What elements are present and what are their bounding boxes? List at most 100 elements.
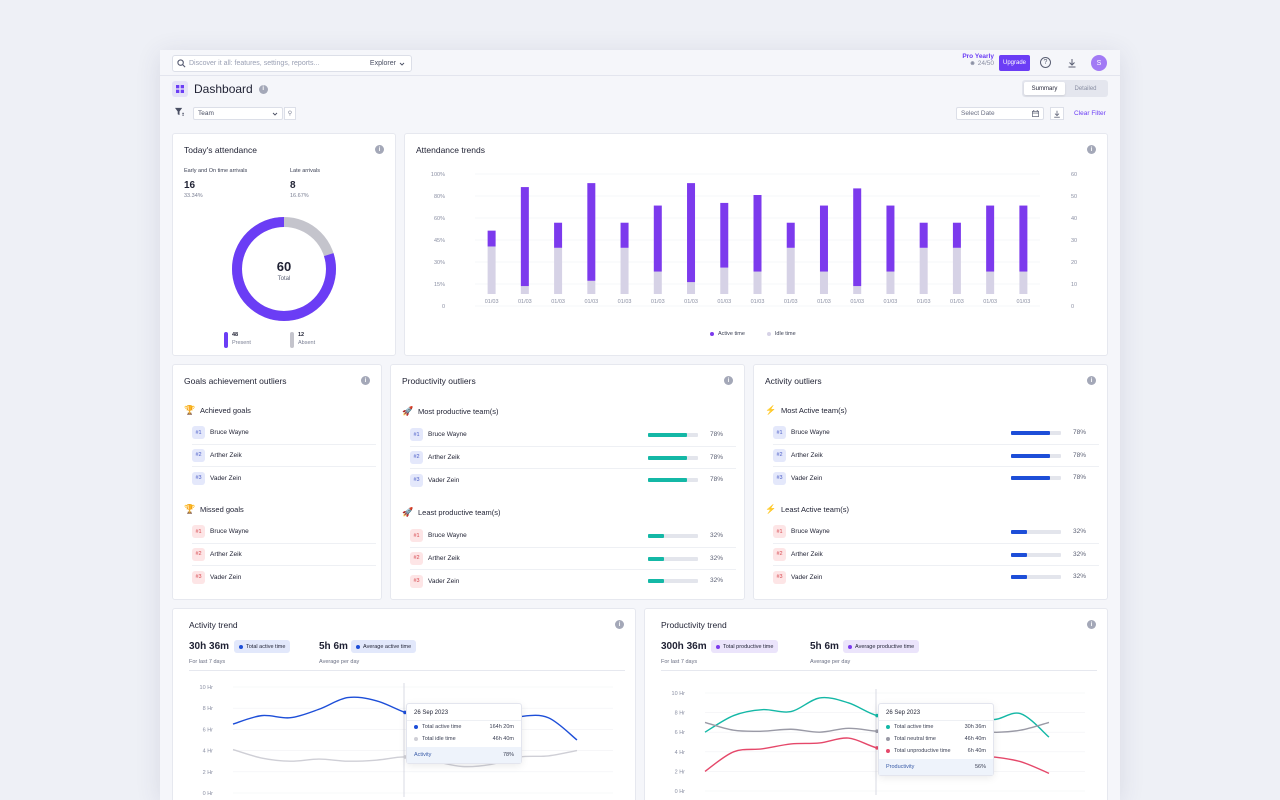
bar-idle[interactable] [853, 286, 862, 294]
info-icon[interactable]: i [1087, 145, 1096, 154]
data-point[interactable] [403, 710, 407, 715]
bar-active[interactable] [1019, 205, 1028, 272]
y-tick-label: 0 Hr [203, 791, 214, 797]
plan-seats: ☻ 24/50 [958, 60, 994, 67]
series-line [232, 696, 578, 741]
bar-active[interactable] [687, 183, 696, 283]
list-item[interactable]: #2 Arther Zeik [192, 544, 376, 566]
search-box[interactable]: Discover it all: features, settings, rep… [172, 55, 412, 72]
progress-fill [1011, 575, 1027, 579]
bar-active[interactable] [819, 205, 828, 272]
most-productive-list: #1 Bruce Wayne 78% #2 Arther Zeik 78% #3 Vader … [410, 424, 736, 492]
bar-active[interactable] [554, 222, 563, 248]
bar-active[interactable] [753, 195, 762, 272]
info-icon[interactable]: i [724, 376, 733, 385]
bar-idle[interactable] [720, 267, 729, 294]
bar-active[interactable] [620, 222, 629, 248]
data-point[interactable] [875, 746, 879, 750]
bar-active[interactable] [986, 205, 995, 272]
bar-idle[interactable] [687, 282, 696, 294]
bar-idle[interactable] [554, 247, 563, 294]
list-item[interactable]: #3 Vader Zein 32% [773, 566, 1099, 589]
present-label: Present [232, 340, 251, 346]
bar-idle[interactable] [952, 247, 961, 294]
calendar-icon [1032, 110, 1039, 117]
upgrade-button[interactable]: Upgrade [999, 55, 1030, 71]
list-item[interactable]: #2 Arther Zeik 32% [410, 548, 736, 570]
list-item[interactable]: #3 Vader Zein 78% [410, 469, 736, 492]
detailed-tab[interactable]: Detailed [1074, 85, 1097, 92]
bar-active[interactable] [952, 222, 961, 248]
pin-icon[interactable]: ⚲ [284, 107, 296, 120]
list-item[interactable]: #3 Vader Zein [192, 566, 376, 589]
team-select[interactable]: Team [193, 107, 283, 120]
bar-idle[interactable] [520, 286, 529, 294]
list-item[interactable]: #2 Arther Zeik 78% [410, 447, 736, 469]
list-item[interactable]: #1 Bruce Wayne 32% [410, 525, 736, 548]
team-name: Bruce Wayne [210, 528, 249, 536]
bar-idle[interactable] [587, 280, 596, 294]
list-item[interactable]: #2 Arther Zeik 32% [773, 544, 1099, 566]
summary-tab[interactable]: Summary [1024, 82, 1065, 95]
filter-icon[interactable] [175, 107, 184, 118]
bar-idle[interactable] [986, 271, 995, 294]
bar-idle[interactable] [487, 246, 496, 294]
data-point[interactable] [875, 713, 879, 718]
bar-active[interactable] [886, 205, 895, 272]
rank-badge: #1 [410, 428, 423, 442]
bar-idle[interactable] [753, 271, 762, 294]
bar-active[interactable] [786, 222, 795, 248]
y2-tick-label: 20 [1071, 260, 1077, 266]
export-download-icon[interactable] [1050, 107, 1064, 120]
y-tick-label: 0 [442, 304, 445, 310]
bar-idle[interactable] [653, 271, 662, 294]
list-item[interactable]: #2 Arther Zeik [192, 445, 376, 467]
bar-active[interactable] [587, 183, 596, 281]
bar-active[interactable] [487, 230, 496, 247]
data-point[interactable] [403, 755, 407, 759]
progress-bar [1011, 530, 1061, 534]
info-icon[interactable]: i [1087, 376, 1096, 385]
list-item[interactable]: #2 Arther Zeik 78% [773, 445, 1099, 467]
bar-idle[interactable] [919, 247, 928, 294]
date-select[interactable]: Select Date [956, 107, 1044, 120]
info-icon[interactable]: i [1087, 620, 1096, 629]
bar-idle[interactable] [620, 247, 629, 294]
bar-idle[interactable] [786, 247, 795, 294]
download-icon[interactable] [1065, 56, 1079, 70]
bar-active[interactable] [919, 222, 928, 248]
bar-active[interactable] [653, 205, 662, 272]
list-item[interactable]: #1 Bruce Wayne 78% [410, 424, 736, 447]
list-item[interactable]: #1 Bruce Wayne 32% [773, 521, 1099, 544]
list-item[interactable]: #1 Bruce Wayne [192, 521, 376, 544]
list-item[interactable]: #1 Bruce Wayne [192, 422, 376, 445]
list-item[interactable]: #3 Vader Zein 32% [410, 570, 736, 593]
rank-badge: #1 [410, 529, 423, 543]
info-icon[interactable]: i [375, 145, 384, 154]
clear-filter-link[interactable]: Clear Filter [1074, 110, 1106, 117]
list-item[interactable]: #3 Vader Zein [192, 467, 376, 490]
search-input[interactable]: Discover it all: features, settings, rep… [189, 60, 320, 67]
list-item[interactable]: #1 Bruce Wayne 78% [773, 422, 1099, 445]
attendance-card: Today's attendance i Early and On time a… [172, 133, 396, 356]
explorer-dropdown[interactable]: Explorer [370, 60, 411, 67]
avg-productive-value: 5h 6m [810, 641, 839, 652]
bar-idle[interactable] [1019, 271, 1028, 294]
avatar[interactable]: S [1091, 55, 1107, 71]
x-tick-label: 01/03 [1016, 299, 1030, 305]
tooltip-dot [886, 725, 890, 729]
list-item[interactable]: #3 Vader Zein 78% [773, 467, 1099, 490]
bar-active[interactable] [720, 202, 729, 268]
info-icon[interactable]: i [258, 84, 268, 94]
info-icon[interactable]: i [615, 620, 624, 629]
bar-idle[interactable] [886, 271, 895, 294]
rank-badge: #2 [192, 448, 205, 462]
activity-line-chart: 0 Hr 2 Hr 4 Hr 6 Hr 8 Hr 10 Hr [200, 683, 613, 797]
data-point[interactable] [875, 729, 879, 734]
bar-active[interactable] [853, 188, 862, 287]
bar-active[interactable] [520, 187, 529, 287]
bar-idle[interactable] [819, 271, 828, 294]
info-icon[interactable]: i [361, 376, 370, 385]
help-icon[interactable]: ? [1040, 57, 1051, 68]
least-active-list: #1 Bruce Wayne 32% #2 Arther Zeik 32% #3 Vader … [773, 521, 1099, 589]
